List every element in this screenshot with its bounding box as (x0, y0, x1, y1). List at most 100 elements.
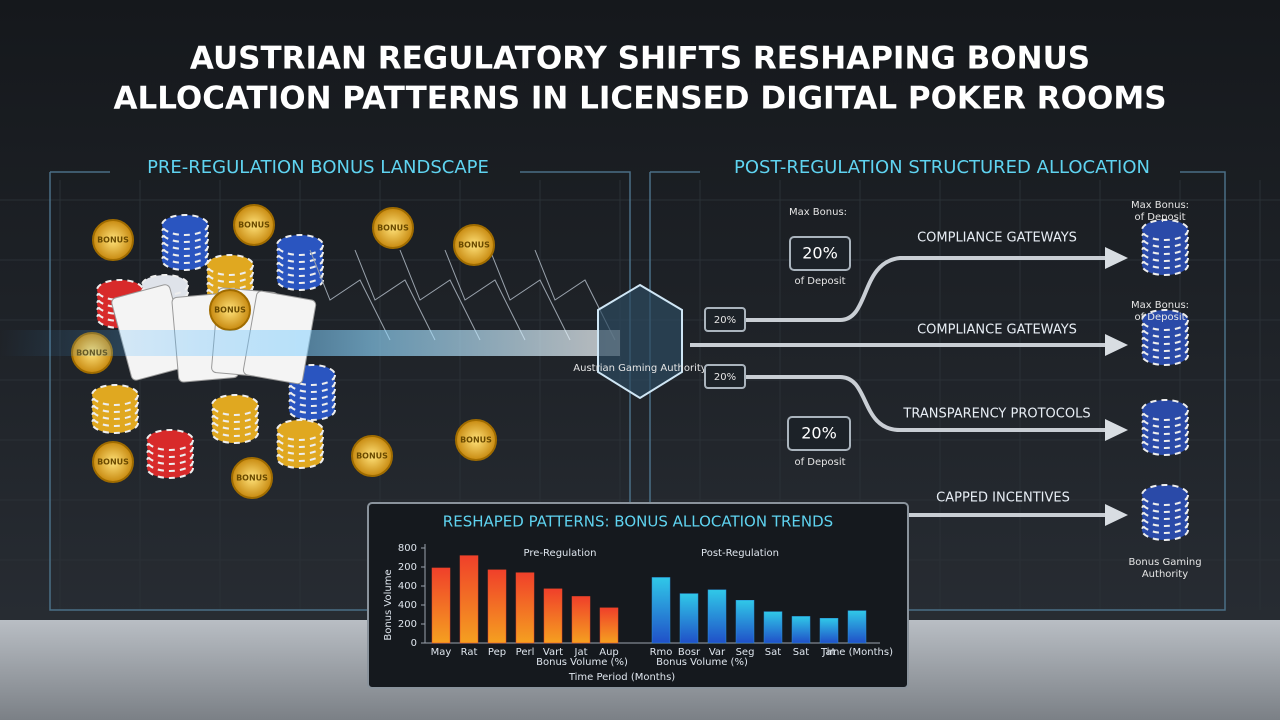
legend-label: Pre-Regulation (524, 548, 597, 559)
stack-label: of Deposit (1134, 312, 1185, 323)
x-tick-label: Sat (765, 647, 781, 658)
bar (459, 555, 479, 644)
light-beam (0, 330, 620, 356)
bonus-token (453, 224, 495, 266)
bar (819, 618, 839, 644)
token-label: BONUS (238, 221, 270, 230)
flow-line (489, 249, 571, 341)
lane-label: COMPLIANCE GATEWAYS (917, 323, 1077, 338)
bonus-token (351, 435, 393, 477)
y-tick-label: 400 (398, 581, 417, 592)
chart-title: RESHAPED PATTERNS: BONUS ALLOCATION TREN… (443, 513, 833, 531)
bar (651, 577, 671, 644)
token-label: BONUS (377, 224, 409, 233)
group-axis-label: Bonus Volume (%) (656, 657, 748, 668)
chip (206, 254, 254, 276)
token-label: BONUS (458, 241, 490, 250)
token-label: BONUS (236, 474, 268, 483)
bonus-token (372, 207, 414, 249)
token-label: BONUS (214, 306, 246, 315)
lane-label: COMPLIANCE GATEWAYS (917, 231, 1077, 246)
x-tick-label: Var (709, 647, 726, 658)
x-tick-label: Vart (543, 647, 563, 658)
stack-label: Max Bonus: (1131, 200, 1189, 211)
chip (1141, 399, 1189, 421)
bonus-token (92, 441, 134, 483)
x-tick-label: Time (Months) (820, 647, 893, 658)
x-axis-label: Time Period (Months) (568, 672, 675, 683)
chip (146, 429, 194, 451)
title-line: AUSTRIAN REGULATORY SHIFTS RESHAPING BON… (190, 41, 1090, 77)
flow-line (444, 249, 526, 341)
x-tick-label: Bosr (678, 647, 701, 658)
chip (1141, 219, 1189, 241)
x-tick-label: Aup (599, 647, 619, 658)
cap-value: 20% (714, 372, 736, 383)
flow-line (354, 249, 436, 341)
cap-value: 20% (714, 315, 736, 326)
decorations: BONUS BONUS BONUS BONUS BONUS BONUS BONUS BONUS… (71, 204, 1189, 541)
lane-label: CAPPED INCENTIVES (936, 491, 1070, 506)
token-label: BONUS (97, 458, 129, 467)
x-tick-label: May (431, 647, 452, 658)
flow-line (309, 249, 391, 341)
x-tick-label: Jat (822, 647, 836, 658)
x-tick-label: Pep (488, 647, 506, 658)
lane-label: TRANSPARENCY PROTOCOLS (902, 407, 1090, 422)
chip (211, 394, 259, 416)
stack-label: Max Bonus: (1131, 300, 1189, 311)
stack-label: Bonus Gaming (1128, 557, 1201, 568)
bar (847, 610, 867, 644)
bonus-token (92, 219, 134, 261)
bonus-token (233, 204, 275, 246)
x-tick-label: Rat (461, 647, 478, 658)
chip (276, 419, 324, 441)
legend-label: Post-Regulation (701, 548, 779, 559)
bar (571, 596, 591, 644)
right-frame (649, 171, 1226, 611)
y-tick-label: 400 (398, 600, 417, 611)
chip (1141, 309, 1189, 331)
y-tick-label: 800 (398, 543, 417, 554)
cap-boxes (704, 236, 851, 451)
x-tick-label: Perl (516, 647, 535, 658)
bar (735, 600, 755, 644)
hub (597, 283, 683, 400)
stack-label: Authority (1142, 569, 1188, 580)
arrowheads (1105, 247, 1128, 526)
bonus-token (455, 419, 497, 461)
x-tick-label: Jat (574, 647, 588, 658)
bar (707, 589, 727, 644)
x-tick-label: Sat (793, 647, 809, 658)
bar-chart: 0 200 400 400 200 800 Pre-Regulation May Rat Pep P… (398, 543, 893, 658)
cap-value: 20% (801, 424, 837, 443)
stack-label: of Deposit (1134, 212, 1185, 223)
cap-note: Max Bonus: (789, 207, 847, 218)
hub-label: Austrian Gaming Authority (573, 363, 706, 374)
token-label: BONUS (97, 236, 129, 245)
bar (543, 588, 563, 644)
token-label: BONUS (356, 452, 388, 461)
panel-heading: PRE-REGULATION BONUS LANDSCAPE (147, 157, 489, 178)
y-tick-label: 200 (398, 562, 417, 573)
cap-note: of Deposit (794, 457, 845, 468)
cap-value: 20% (802, 244, 838, 263)
x-tick-label: Rmo (650, 647, 673, 658)
y-axis-label: Bonus Volume (383, 569, 394, 640)
flow-line (399, 249, 481, 341)
x-tick-label: Seg (736, 647, 755, 658)
lanes (690, 256, 1115, 517)
group-axis-label: Bonus Volume (%) (536, 657, 628, 668)
chip (91, 384, 139, 406)
cap-note: of Deposit (794, 276, 845, 287)
chip (1141, 484, 1189, 506)
bar (763, 611, 783, 644)
token-label: BONUS (460, 436, 492, 445)
chip (276, 234, 324, 256)
y-tick-label: 200 (398, 619, 417, 630)
chip (161, 214, 209, 236)
y-tick-label: 0 (411, 638, 417, 649)
bar (515, 572, 535, 644)
